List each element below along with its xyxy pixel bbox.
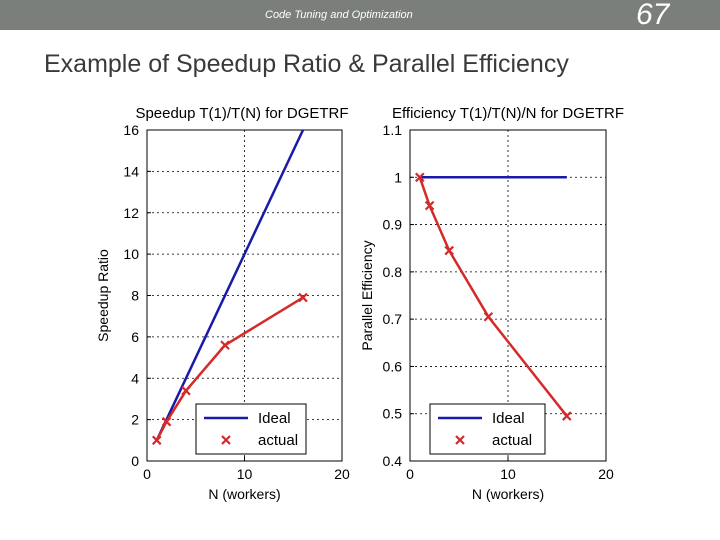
x-tick-label: 10 [237, 466, 253, 482]
series-line-ideal [155, 130, 305, 441]
x-tick-label: 0 [406, 466, 414, 482]
y-tick-label: 1 [394, 169, 402, 185]
y-axis-label: Speedup Ratio [95, 249, 111, 342]
slide-title: Example of Speedup Ratio & Parallel Effi… [44, 50, 569, 78]
legend-marker-actual [221, 435, 231, 445]
x-tick-label: 10 [500, 466, 516, 482]
data-point-marker [298, 292, 308, 303]
data-point-marker [424, 200, 435, 211]
legend-marker-actual [455, 435, 465, 445]
y-tick-label: 0.4 [383, 453, 403, 469]
chart-title: Speedup T(1)/T(N) for DGETRF [135, 105, 348, 122]
data-point-marker [444, 245, 454, 256]
series-line-actual [418, 176, 568, 417]
x-axis-label: N (workers) [208, 486, 280, 502]
y-tick-label: 0.5 [383, 406, 403, 422]
x-tick-label: 20 [598, 466, 614, 482]
y-tick-label: 0.8 [383, 264, 403, 280]
y-tick-label: 14 [123, 163, 139, 179]
data-point-marker [415, 172, 425, 183]
y-tick-label: 2 [131, 412, 139, 428]
y-tick-label: 8 [131, 288, 139, 304]
legend-box [429, 403, 546, 455]
legend-box [195, 403, 307, 455]
page-number: 67 [636, 0, 670, 31]
y-axis-label: Parallel Efficiency [359, 240, 375, 350]
legend-label-ideal: Ideal [258, 410, 291, 427]
y-tick-label: 0.9 [383, 217, 403, 233]
section-title: Code Tuning and Optimization [265, 9, 413, 21]
y-tick-label: 0.7 [383, 311, 403, 327]
data-point-marker [151, 435, 162, 446]
y-tick-label: 12 [123, 205, 139, 221]
x-tick-label: 20 [334, 466, 350, 482]
legend-label-actual: actual [258, 432, 298, 449]
chart-title: Efficiency T(1)/T(N)/N for DGETRF [392, 105, 624, 122]
y-tick-label: 1.1 [383, 122, 403, 138]
x-tick-label: 0 [143, 466, 151, 482]
data-point-marker [562, 411, 572, 421]
y-tick-label: 0 [131, 453, 139, 469]
y-tick-label: 4 [131, 370, 139, 386]
data-point-marker [161, 416, 172, 427]
y-tick-label: 10 [123, 246, 139, 262]
header-bar: Code Tuning and Optimization 67 [0, 0, 720, 31]
y-tick-label: 6 [131, 329, 139, 345]
y-tick-label: 0.6 [383, 358, 403, 374]
data-point-marker [181, 385, 191, 396]
y-tick-label: 16 [123, 122, 139, 138]
legend-label-ideal: Ideal [492, 410, 525, 427]
data-point-marker [483, 312, 494, 322]
legend-label-actual: actual [492, 432, 532, 449]
x-axis-label: N (workers) [472, 486, 544, 502]
data-point-marker [220, 340, 230, 350]
